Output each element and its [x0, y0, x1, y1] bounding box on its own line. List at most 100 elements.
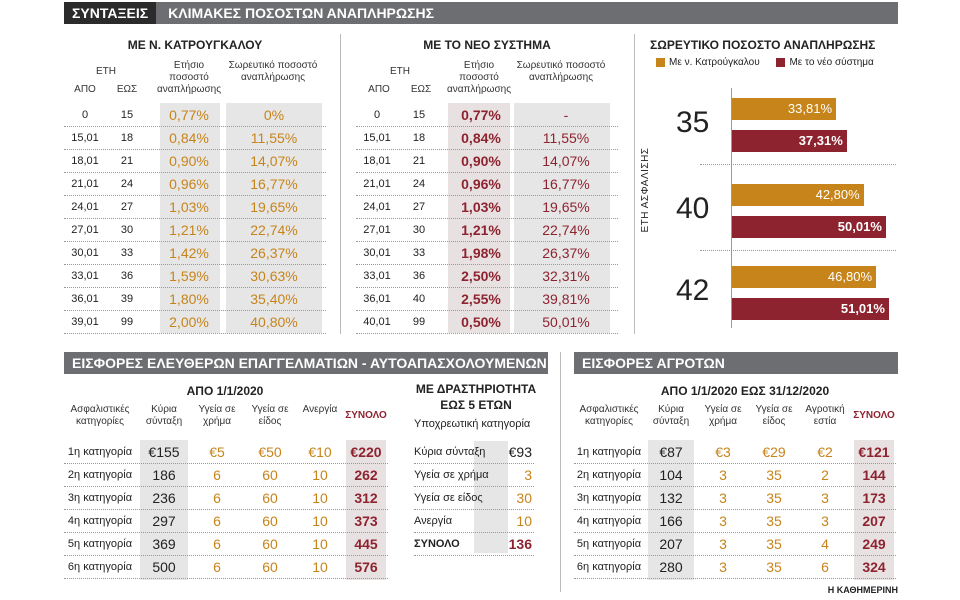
row-separator — [64, 287, 326, 288]
farm-cell-5: 144 — [862, 467, 886, 483]
new-cell-annual: 0,77% — [461, 107, 501, 123]
new-row: 15,01 18 0,84% 11,55% — [356, 127, 618, 149]
old-cell-annual: 0,96% — [169, 176, 209, 192]
under5-value: 10 — [516, 513, 532, 529]
row-separator — [574, 532, 896, 533]
new-cell-annual: 1,03% — [461, 199, 501, 215]
free-cell-3: 60 — [262, 513, 278, 529]
new-cell-annual: 0,84% — [461, 130, 501, 146]
old-cell-from: 0 — [81, 109, 89, 121]
free-cell-5: 262 — [354, 467, 378, 483]
new-cell-cum: 26,37% — [542, 245, 590, 261]
row-separator — [356, 149, 618, 150]
new-cell-cum: 39,81% — [542, 291, 590, 307]
farm-cell-1: 280 — [659, 559, 683, 575]
new-cell-to: 27 — [412, 201, 426, 213]
row-separator — [64, 555, 388, 556]
under5-label: ΣΥΝΟΛΟ — [414, 538, 460, 550]
row-separator — [414, 463, 534, 464]
new-cell-from: 0 — [373, 109, 381, 121]
farm-cell-3: 35 — [766, 490, 782, 506]
farm-cell-2: 3 — [719, 490, 727, 506]
free-cell-1: 297 — [152, 513, 176, 529]
row-separator — [414, 486, 534, 487]
farm-cell-2: 3 — [719, 513, 727, 529]
farm-cell-3: 35 — [766, 559, 782, 575]
farm-cell-0: 6η κατηγορία — [576, 561, 642, 573]
chart-category-40: 40 — [676, 192, 710, 225]
row-separator — [414, 509, 534, 510]
farm-cell-1: €87 — [659, 444, 683, 460]
old-cell-from: 18,01 — [71, 155, 99, 167]
old-title: ΜΕ Ν. ΚΑΤΡΟΥΓΚΑΛΟΥ — [127, 38, 263, 52]
row-separator — [356, 241, 618, 242]
old-row: 18,01 21 0,90% 14,07% — [64, 150, 326, 172]
under5-label: Ανεργία — [414, 515, 453, 527]
free-cell-4: 10 — [312, 467, 328, 483]
new-cell-annual: 2,55% — [461, 291, 501, 307]
free-cell-1: €155 — [148, 444, 180, 460]
row-separator — [64, 264, 326, 265]
top-banner: ΣΥΝΤΑΞΕΙΣ ΚΛΙΜΑΚΕΣ ΠΟΣΟΣΤΩΝ ΑΝΑΠΛΗΡΩΣΗΣ — [64, 2, 898, 24]
row-separator — [64, 218, 326, 219]
old-row: 24,01 27 1,03% 19,65% — [64, 196, 326, 218]
chart-category-42: 42 — [676, 274, 710, 307]
farm-cell-0: 1η κατηγορία — [576, 446, 642, 458]
chart-bar-old-40: 42,80% — [732, 184, 864, 206]
row-separator — [356, 333, 618, 334]
old-cell-from: 36,01 — [71, 293, 99, 305]
old-cell-to: 27 — [120, 201, 134, 213]
old-cell-from: 15,01 — [71, 132, 99, 144]
new-cell-to: 21 — [412, 155, 426, 167]
row-separator — [356, 287, 618, 288]
legend-new: Με το νέο σύστημα — [776, 57, 874, 68]
farm-cell-1: 132 — [659, 490, 683, 506]
free-cell-3: 60 — [262, 536, 278, 552]
old-cell-to: 39 — [120, 293, 134, 305]
old-cell-annual: 1,21% — [169, 222, 209, 238]
old-cell-from: 24,01 — [71, 201, 99, 213]
free-header-5: ΣΥΝΟΛΟ — [345, 410, 387, 421]
row-separator — [64, 195, 326, 196]
new-cell-to: 24 — [412, 178, 426, 190]
old-cell-from: 27,01 — [71, 224, 99, 236]
free-cell-4: 10 — [312, 513, 328, 529]
free-cell-1: 236 — [152, 490, 176, 506]
old-cell-annual: 0,90% — [169, 153, 209, 169]
chart-title: ΣΩΡΕΥΤΙΚΟ ΠΟΣΟΣΤΟ ΑΝΑΠΛΗΡΩΣΗΣ — [650, 38, 876, 52]
row-separator — [356, 264, 618, 265]
banner-title: ΚΛΙΜΑΚΕΣ ΠΟΣΟΣΤΩΝ ΑΝΑΠΛΗΡΩΣΗΣ — [168, 5, 435, 21]
row-separator — [574, 463, 896, 464]
old-cell-cum: 26,37% — [250, 245, 298, 261]
old-cell-cum: 19,65% — [250, 199, 298, 215]
free-header-4: Ανεργία — [302, 404, 338, 415]
farm-cell-2: 3 — [719, 559, 727, 575]
old-h-years: ΕΤΗ — [96, 66, 116, 77]
farm-cell-4: 3 — [821, 490, 829, 506]
old-cell-cum: 16,77% — [250, 176, 298, 192]
chart-separator — [700, 250, 896, 251]
new-cell-cum: 22,74% — [542, 222, 590, 238]
old-h-cum: Σωρευτικό ποσοστό αναπλήρωσης — [228, 60, 318, 83]
new-row: 21,01 24 0,96% 16,77% — [356, 173, 618, 195]
old-row: 39,01 99 2,00% 40,80% — [64, 311, 326, 333]
chart-bar-new-35: 37,31% — [732, 130, 847, 152]
divider — [560, 352, 561, 592]
farm-cell-3: €29 — [762, 444, 786, 460]
new-cell-annual: 0,50% — [461, 314, 501, 330]
farm-header-5: ΣΥΝΟΛΟ — [853, 410, 895, 421]
new-cell-from: 24,01 — [363, 201, 391, 213]
free-cell-2: 6 — [213, 513, 221, 529]
old-cell-annual: 0,84% — [169, 130, 209, 146]
new-cell-cum: 32,31% — [542, 268, 590, 284]
farm-cell-4: 6 — [821, 559, 829, 575]
free-header-0: Ασφαλιστικές κατηγορίες — [70, 404, 130, 427]
new-cell-from: 40,01 — [363, 316, 391, 328]
chart-bar-new-40: 50,01% — [732, 216, 886, 238]
free-cell-2: 6 — [213, 467, 221, 483]
old-cell-cum: 35,40% — [250, 291, 298, 307]
divider — [340, 34, 341, 334]
new-cell-cum: - — [563, 107, 569, 123]
new-cell-annual: 0,90% — [461, 153, 501, 169]
old-cell-annual: 1,42% — [169, 245, 209, 261]
